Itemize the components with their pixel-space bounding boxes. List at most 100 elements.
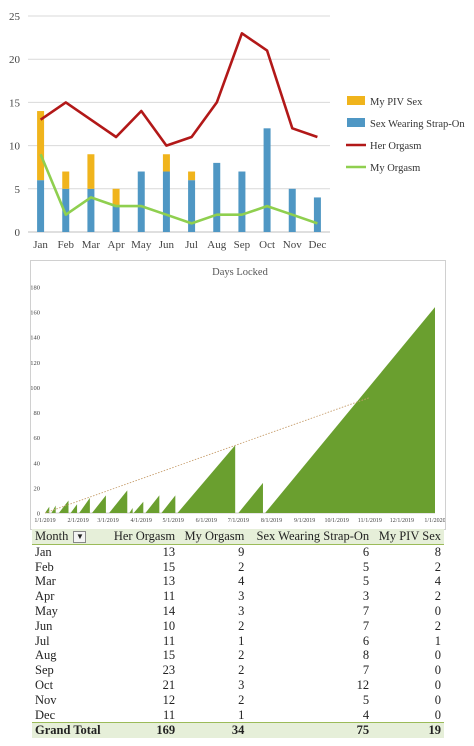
y-tick-label: 15 [9,97,21,109]
x-tick-label: 3/1/2019 [97,518,118,524]
legend-item-3-label: My Orgasm [370,163,420,174]
x-tick-label: 9/1/2019 [294,518,315,524]
pivot-row: Mar 13 4 5 4 [32,574,444,589]
bar-strap-on [87,188,95,232]
trendline [44,397,370,514]
pivot-cell-month: Jul [35,633,50,648]
pivot-cell-piv: 2 [434,559,441,574]
locked-streak-10 [161,495,176,513]
x-tick-label: 8/1/2019 [261,518,282,524]
pivot-table: Month ▼ Her Orgasm My Orgasm Sex Wearing… [32,529,444,739]
pivot-cell-month: Jun [35,618,53,633]
pivot-cell-month: Dec [35,707,56,722]
x-tick-label: Feb [58,239,75,251]
line-my-orgasm [39,153,318,225]
pivot-cell-strap-on: 4 [362,707,370,722]
pivot-header-month: Month ▼ [32,529,108,545]
y-tick-label: 25 [9,11,21,23]
pivot-cell-month: Oct [35,677,54,692]
pivot-cell-piv: 2 [434,589,441,604]
pivot-cell-her-orgasm: 14 [162,603,176,618]
pivot-cell-strap-on: 7 [362,618,370,633]
pivot-cell-my-orgasm: 2 [238,663,245,678]
locked-streak-7 [129,507,133,513]
pivot-cell-her-orgasm: 15 [162,559,176,574]
pivot-cell-my-orgasm: 3 [238,603,245,618]
pivot-row: Sep 23 2 7 0 [32,663,444,678]
pivot-row: Jan 13 9 6 8 [32,544,444,559]
pivot-cell-piv: 8 [434,544,441,559]
locked-streak-3 [70,504,78,513]
x-tick-label: Mar [82,239,101,251]
monthly-activity-chart-svg: 0 5 10 15 20 25 Jan Feb Mar Apr May Jun Jul Aug Sep Oct… [9,11,465,251]
pivot-header-row: Month ▼ Her Orgasm My Orgasm Sex Wearing… [32,529,444,545]
pivot-header-month-label: Month [35,529,69,543]
x-tick-label: 11/1/2019 [358,518,382,524]
x-tick-label: 2/1/2019 [67,518,88,524]
locked-streak-6 [109,490,128,513]
x-tick-label: 7/1/2019 [228,518,249,524]
bar-strap-on [288,188,296,232]
pivot-row: Jul 11 1 6 1 [32,634,444,649]
locked-streak-12 [238,482,263,513]
pivot-cell-strap-on: 7 [362,603,370,618]
pivot-cell-her-orgasm: 13 [162,544,176,559]
chart-title: Days Locked [212,267,268,278]
bar-piv [162,154,170,172]
days-locked-chart-svg: Days Locked 0 20 40 60 80 100 120 140 160 180 1/1/2… [30,267,445,524]
pivot-header-strap-on: Sex Wearing Strap-On [247,529,373,545]
x-tick-label: 5/1/2019 [163,518,184,524]
pivot-cell-strap-on: 5 [362,692,370,707]
x-tick-label: Aug [207,239,226,251]
y-tick-label: 0 [37,511,40,518]
pivot-cell-her-orgasm: 10 [162,618,176,633]
pivot-cell-my-orgasm: 2 [238,618,245,633]
pivot-cell-my-orgasm: 3 [238,677,245,692]
x-tick-label: May [131,239,152,251]
pivot-cell-strap-on: 5 [362,559,370,574]
pivot-cell-strap-on: 8 [362,648,370,663]
locked-streak-1 [51,505,56,513]
pivot-cell-piv: 0 [434,648,441,663]
y-tick-label: 60 [34,435,41,442]
x-tick-label: Apr [108,239,125,251]
bar-strap-on [263,128,271,232]
pivot-header-piv: My PIV Sex [372,529,444,545]
bar-piv [37,111,45,181]
pivot-row: Nov 12 2 5 0 [32,693,444,708]
pivot-row: Oct 21 3 12 0 [32,678,444,693]
monthly-activity-chart: 0 5 10 15 20 25 Jan Feb Mar Apr May Jun Jul Aug Sep Oct… [0,0,474,258]
bar-piv [62,171,70,189]
filter-dropdown-icon[interactable]: ▼ [73,531,87,544]
x-tick-label: Jul [185,239,198,251]
bar-strap-on [37,180,45,232]
pivot-cell-my-orgasm: 2 [238,692,245,707]
pivot-cell-her-orgasm: 12 [162,692,176,707]
bar-strap-on [162,171,170,232]
bar-piv [87,154,95,189]
pivot-cell-piv: 0 [434,677,441,692]
legend-item-1-label: Sex Wearing Strap-On [370,119,465,130]
pivot-total-piv: 19 [372,722,444,739]
pivot-total-strap-on: 75 [247,722,373,739]
pivot-cell-piv: 2 [434,618,441,633]
legend-item-2-label: Her Orgasm [370,141,421,152]
pivot-cell-piv: 0 [434,707,441,722]
bar-strap-on [62,188,70,232]
pivot-cell-my-orgasm: 2 [238,559,245,574]
x-tick-label: Nov [283,239,302,251]
y-tick-label: 5 [15,184,21,196]
pivot-cell-my-orgasm: 3 [238,589,245,604]
pivot-row: May 14 3 7 0 [32,604,444,619]
pivot-cell-strap-on: 6 [362,633,370,648]
y-tick-label: 160 [31,310,40,317]
pivot-cell-piv: 0 [434,692,441,707]
pivot-cell-month: Sep [35,663,54,678]
bar-strap-on [213,162,221,232]
bar-strap-on [112,206,120,232]
x-tick-label: 12/1/2019 [390,518,414,524]
legend-item-0-label: My PIV Sex [370,97,423,108]
pivot-cell-piv: 0 [434,663,441,678]
pivot-row: Apr 11 3 3 2 [32,589,444,604]
bar-piv [112,188,120,207]
